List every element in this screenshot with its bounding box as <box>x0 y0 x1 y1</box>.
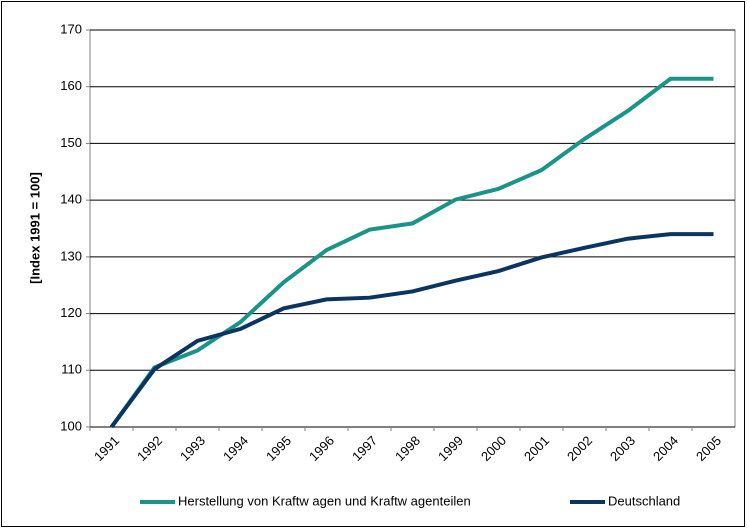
y-tick-label: 100 <box>60 418 82 433</box>
y-tick-label: 130 <box>60 248 82 263</box>
y-axis-label: [Index 1991 = 100] <box>27 172 42 284</box>
y-tick-label: 140 <box>60 192 82 207</box>
line-series <box>109 232 714 429</box>
legend-label: Deutschland <box>608 493 680 508</box>
legend-label: Herstellung von Kraftw agen und Kraftw a… <box>178 493 471 508</box>
line-series <box>109 76 714 429</box>
y-tick-label: 120 <box>60 305 82 320</box>
y-tick-label: 110 <box>61 362 82 377</box>
y-tick-label: 150 <box>60 135 82 150</box>
y-tick-label: 160 <box>60 78 82 93</box>
y-tick-label: 170 <box>60 21 82 36</box>
